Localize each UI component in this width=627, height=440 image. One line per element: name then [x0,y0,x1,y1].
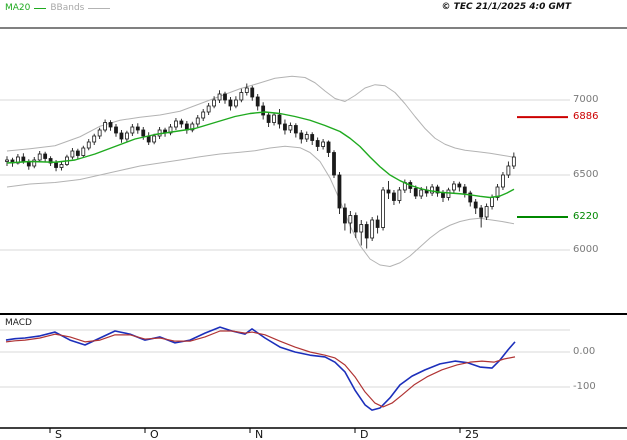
indicator-legend: MA20 BBands [5,2,111,14]
ma20-legend-label: MA20 [5,3,31,13]
macd-panel-label: MACD [5,318,32,328]
bbands-legend-swatch [88,7,111,9]
ma20-legend-swatch [34,7,47,9]
copyright-text: © TEC 21/1/2025 4:0 GMT [441,2,571,12]
bbands-legend-label: BBands [50,3,85,13]
